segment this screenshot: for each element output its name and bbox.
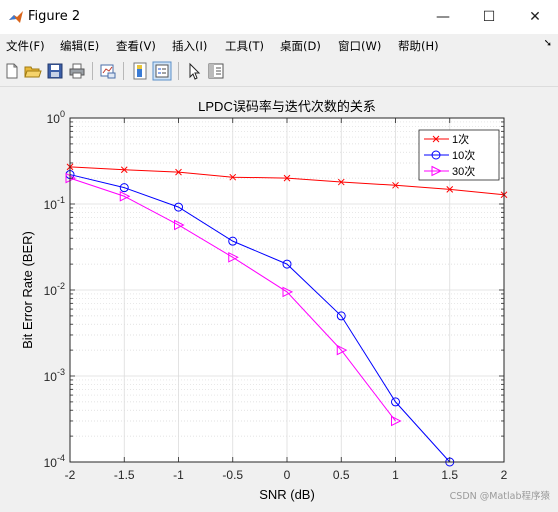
- data-point: [391, 415, 402, 427]
- x-axis-label: SNR (dB): [259, 487, 315, 502]
- close-icon: ✕: [529, 9, 541, 25]
- legend-marker: [431, 150, 441, 160]
- toolbar-separator: [92, 62, 93, 80]
- x-tick-label: 0.5: [333, 468, 350, 482]
- data-point: [283, 174, 291, 182]
- maximize-button[interactable]: ☐: [466, 0, 512, 34]
- marker-stroke: [392, 181, 399, 189]
- menu-tools[interactable]: 工具(T): [225, 39, 264, 53]
- toolbar-separator: [123, 62, 124, 80]
- marker-stroke: [432, 135, 440, 143]
- data-point: [119, 190, 131, 202]
- series-1: [66, 163, 508, 199]
- menu-file[interactable]: 文件(F): [6, 39, 45, 53]
- data-point: [336, 311, 346, 321]
- marker-stroke: [446, 186, 454, 193]
- legend-label: 30次: [452, 164, 475, 178]
- data-point: [446, 186, 454, 193]
- legend-icon[interactable]: [152, 61, 172, 81]
- data-point: [392, 181, 399, 189]
- x-tick-label: -1.5: [114, 468, 135, 482]
- menu-help[interactable]: 帮助(H): [398, 39, 439, 53]
- x-tick-label: 0: [284, 468, 291, 482]
- save-icon[interactable]: [45, 61, 65, 81]
- menu-window[interactable]: 窗口(W): [338, 39, 382, 53]
- x-tick-label: 1: [392, 468, 399, 482]
- toolbar-separator: [178, 62, 179, 80]
- x-tick-label: -2: [65, 468, 76, 482]
- marker-stroke: [283, 174, 291, 182]
- open-file-icon[interactable]: [23, 61, 43, 81]
- series-line: [69, 174, 451, 463]
- data-point: [229, 173, 237, 181]
- y-axis-label: Bit Error Rate (BER): [20, 231, 35, 349]
- data-point: [282, 286, 294, 298]
- close-button[interactable]: ✕: [512, 0, 558, 34]
- window-title: Figure 2: [28, 9, 81, 24]
- y-tick-label: 10-2: [44, 281, 65, 298]
- pointer-icon[interactable]: [184, 61, 204, 81]
- print-icon[interactable]: [67, 61, 87, 81]
- legend-marker: [431, 165, 443, 177]
- data-point: [174, 219, 185, 231]
- data-point: [228, 236, 238, 246]
- colorbar-icon[interactable]: [130, 61, 150, 81]
- menu-edit[interactable]: 编辑(E): [60, 39, 100, 53]
- ber-chart: 100 10-1 10-2 10-3 10-4-2 -1.5 -1 -0.5 0 0.5 1 1.5 2…: [20, 99, 508, 502]
- toolbar: [0, 56, 558, 87]
- link-plot-icon[interactable]: [98, 61, 118, 81]
- matlab-icon: [9, 11, 23, 23]
- data-point: [391, 397, 400, 407]
- marker-stroke: [175, 168, 182, 176]
- data-point: [282, 259, 292, 269]
- minimize-icon: —: [436, 9, 450, 25]
- watermark: CSDN @Matlab程序猿: [449, 491, 550, 502]
- data-point: [337, 178, 345, 186]
- legend-label: 1次: [452, 132, 469, 146]
- legend[interactable]: 1次 10次 30次: [418, 129, 500, 181]
- marker-stroke: [229, 173, 237, 181]
- data-point: [120, 166, 128, 174]
- x-tick-label: 2: [501, 468, 508, 482]
- x-tick-label: -0.5: [222, 468, 243, 482]
- chart-title: LPDC误码率与迭代次数的关系: [198, 99, 376, 114]
- data-point: [336, 344, 348, 356]
- series-2: [65, 170, 455, 467]
- series-3: [65, 172, 402, 427]
- y-tick-label: 10-1: [44, 195, 65, 212]
- y-tick-label: 100: [47, 109, 65, 126]
- x-tick-label: -1: [173, 468, 184, 482]
- window-title-bar: Figure 2 — ☐ ✕: [0, 0, 558, 34]
- legend-label: 10次: [452, 148, 475, 162]
- legend-marker: [432, 135, 440, 143]
- property-editor-icon[interactable]: [206, 61, 226, 81]
- data-point: [228, 251, 239, 263]
- data-point: [175, 168, 182, 176]
- x-tick-label: 1.5: [441, 468, 458, 482]
- menu-view[interactable]: 查看(V): [116, 39, 156, 53]
- menu-bar: 文件(F) 编辑(E) 查看(V) 插入(I) 工具(T) 桌面(D) 窗口(W…: [0, 34, 558, 56]
- data-point: [174, 202, 183, 212]
- arrow-icon[interactable]: ➘: [543, 38, 552, 49]
- marker-stroke: [337, 178, 345, 186]
- data-point: [119, 183, 129, 193]
- minimize-button[interactable]: —: [420, 0, 466, 34]
- maximize-icon: ☐: [482, 9, 496, 25]
- y-tick-label: 10-3: [44, 367, 65, 384]
- menu-insert[interactable]: 插入(I): [172, 39, 208, 53]
- menu-desktop[interactable]: 桌面(D): [280, 39, 321, 53]
- new-figure-icon[interactable]: [2, 61, 22, 81]
- figure-area: 100 10-1 10-2 10-3 10-4 -2 -1.5 -1 -0.5 0 0.5 1 1.5 2…: [0, 87, 558, 508]
- marker-stroke: [120, 166, 128, 174]
- series-line: [69, 177, 396, 422]
- y-tick-label: 10-4: [44, 453, 65, 470]
